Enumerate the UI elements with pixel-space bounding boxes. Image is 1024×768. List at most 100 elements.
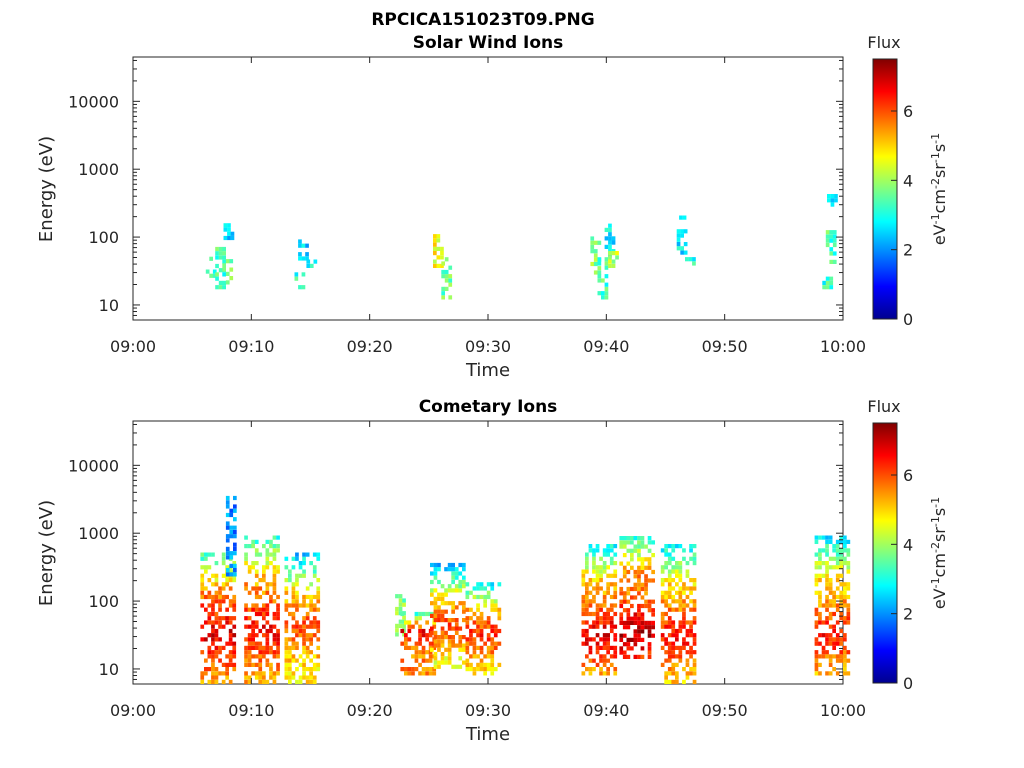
- spectrogram-cell: [316, 578, 321, 583]
- spectrogram-cell: [606, 620, 610, 625]
- spectrogram-cell: [651, 540, 655, 545]
- spectrogram-cell: [602, 565, 607, 570]
- spectrogram-cell: [843, 662, 847, 667]
- colorbar-tick-label: 4: [903, 535, 913, 554]
- spectrogram-cell: [265, 633, 270, 638]
- spectrogram-cell: [258, 552, 263, 557]
- spectrogram-cell: [433, 601, 438, 606]
- spectrogram-cell: [671, 624, 676, 629]
- spectrogram-cell: [626, 620, 631, 625]
- plot-area: [132, 420, 844, 685]
- spectrogram-cell: [814, 552, 819, 557]
- spectrogram-cell: [839, 548, 844, 553]
- spectrogram-cell: [447, 601, 452, 606]
- spectrogram-cell: [425, 637, 429, 642]
- spectrogram-cell: [222, 246, 226, 252]
- spectrogram-cell: [588, 582, 593, 587]
- spectrogram-cell: [432, 624, 437, 629]
- spectrogram-cell: [678, 594, 683, 600]
- spectrogram-cell: [664, 603, 668, 608]
- spectrogram-cell: [247, 654, 252, 659]
- spectrogram-cell: [414, 641, 419, 646]
- spectrogram-cell: [312, 679, 317, 684]
- spectrogram-cell: [232, 603, 237, 608]
- spectrogram-cell: [626, 540, 631, 545]
- spectrogram-cell: [233, 542, 237, 547]
- spectrogram-cell: [440, 609, 445, 614]
- spectrogram-cell: [251, 633, 255, 638]
- spectrogram-cell: [490, 667, 495, 672]
- spectrogram-cell: [472, 611, 477, 617]
- spectrogram-cell: [613, 586, 618, 591]
- spectrogram-cell: [685, 620, 690, 625]
- spectrogram-cell: [671, 679, 676, 684]
- spectrogram-cell: [671, 556, 676, 561]
- spectrogram-cell: [818, 578, 822, 583]
- x-tick-label: 09:40: [583, 701, 629, 720]
- spectrogram-cell: [247, 590, 252, 595]
- spectrogram-cell: [606, 633, 610, 638]
- spectrogram-cell: [302, 569, 306, 574]
- spectrogram-cell: [497, 616, 502, 621]
- spectrogram-cell: [613, 624, 618, 629]
- spectrogram-cell: [637, 654, 641, 659]
- spectrogram-cell: [309, 679, 313, 684]
- spectrogram-cell: [835, 548, 840, 553]
- spectrogram-cell: [204, 594, 208, 600]
- spectrogram-cell: [398, 606, 403, 612]
- spectrogram-cell: [689, 599, 693, 604]
- spectrogram-cell: [476, 662, 480, 667]
- spectrogram-cell: [207, 611, 212, 617]
- spectrogram-cell: [814, 573, 819, 578]
- spectrogram-cell: [678, 645, 683, 650]
- spectrogram-cell: [843, 620, 847, 625]
- spectrogram-cell: [428, 671, 433, 676]
- spectrogram-cell: [247, 544, 252, 549]
- spectrogram-cell: [316, 628, 321, 634]
- spectrogram-cell: [214, 582, 219, 587]
- spectrogram-cell: [664, 637, 668, 642]
- spectrogram-cell: [225, 565, 229, 570]
- spectrogram-cell: [302, 633, 306, 638]
- spectrogram-cell: [433, 251, 437, 256]
- spectrogram-cell: [225, 534, 230, 539]
- spectrogram-cell: [225, 521, 230, 526]
- spectrogram-cell: [595, 607, 600, 612]
- spectrogram-cell: [647, 625, 652, 630]
- spectrogram-cell: [581, 573, 586, 578]
- spectrogram-cell: [251, 607, 255, 612]
- spectrogram-cell: [433, 246, 437, 251]
- spectrogram-cell: [818, 565, 822, 570]
- spectrogram-cell: [288, 654, 292, 659]
- spectrogram-cell: [483, 641, 487, 646]
- spectrogram-cell: [637, 603, 641, 609]
- spectrogram-cell: [222, 280, 226, 285]
- spectrogram-cell: [660, 565, 665, 570]
- spectrogram-cell: [436, 263, 441, 268]
- spectrogram-cell: [486, 624, 491, 629]
- spectrogram-cell: [843, 654, 847, 659]
- spectrogram-cell: [588, 603, 593, 608]
- spectrogram-cell: [291, 586, 296, 591]
- spectrogram-cell: [692, 658, 697, 663]
- spectrogram-cell: [433, 635, 438, 640]
- spectrogram-cell: [247, 624, 252, 629]
- spectrogram-cell: [432, 671, 437, 676]
- spectrogram-cell: [825, 641, 829, 646]
- spectrogram-cell: [692, 650, 697, 655]
- spectrogram-cell: [664, 679, 668, 684]
- spectrogram-cell: [814, 620, 819, 625]
- spectrogram-cell: [288, 578, 292, 583]
- spectrogram-cell: [828, 578, 833, 583]
- spectrogram-cell: [316, 594, 321, 600]
- spectrogram-cell: [493, 603, 498, 608]
- spectrogram-cell: [215, 263, 219, 269]
- spectrogram-cell: [692, 620, 697, 625]
- spectrogram-cell: [679, 215, 683, 220]
- spectrogram-cell: [595, 590, 600, 595]
- spectrogram-cell: [433, 562, 438, 568]
- spectrogram-cell: [251, 662, 255, 667]
- spectrogram-cell: [606, 548, 610, 553]
- spectrogram-cell: [682, 603, 686, 608]
- spectrogram-cell: [454, 626, 459, 631]
